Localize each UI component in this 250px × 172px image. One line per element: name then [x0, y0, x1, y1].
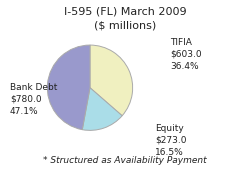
Text: TIFIA: TIFIA	[170, 38, 192, 47]
Text: $273.0: $273.0	[155, 136, 186, 145]
Wedge shape	[47, 45, 90, 130]
Text: 47.1%: 47.1%	[10, 107, 38, 116]
Text: ($ millions): ($ millions)	[94, 21, 156, 31]
Text: Equity: Equity	[155, 124, 184, 133]
Text: $603.0: $603.0	[170, 50, 202, 59]
Wedge shape	[82, 88, 122, 130]
Wedge shape	[90, 45, 133, 116]
Text: 16.5%: 16.5%	[155, 148, 184, 157]
Text: I-595 (FL) March 2009: I-595 (FL) March 2009	[64, 7, 186, 17]
Text: 36.4%: 36.4%	[170, 62, 198, 71]
Text: Bank Debt: Bank Debt	[10, 83, 58, 92]
Text: $780.0: $780.0	[10, 95, 42, 104]
Text: * Structured as Availability Payment: * Structured as Availability Payment	[43, 156, 207, 165]
